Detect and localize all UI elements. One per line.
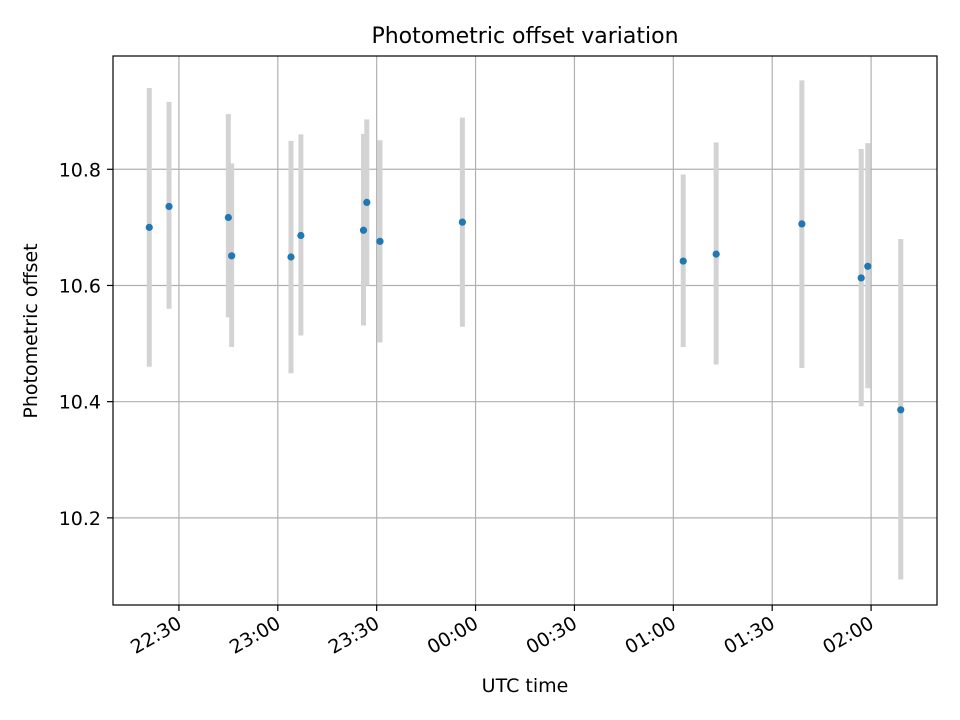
data-points — [145, 198, 905, 414]
data-point — [228, 252, 236, 260]
data-point — [857, 274, 865, 282]
data-point — [679, 257, 687, 265]
data-point — [798, 220, 806, 228]
axes-frame — [112, 55, 938, 606]
y-tick-label: 10.8 — [59, 159, 101, 181]
y-tick-label: 10.6 — [59, 275, 101, 297]
x-axis-label: UTC time — [482, 675, 569, 697]
y-tick-label: 10.2 — [59, 508, 101, 530]
data-point — [224, 213, 232, 222]
data-point — [297, 231, 305, 240]
y-axis-ticks: 10.2 10.4 10.6 10.8 — [59, 159, 113, 530]
data-point — [864, 262, 872, 270]
data-point — [458, 218, 466, 226]
data-point — [287, 253, 295, 261]
data-point — [376, 237, 384, 245]
data-point — [165, 202, 173, 211]
data-point — [712, 250, 720, 258]
data-point — [145, 223, 153, 231]
grid — [113, 56, 937, 605]
chart-title: Photometric offset variation — [371, 24, 678, 49]
y-axis-label: Photometric offset — [20, 243, 42, 418]
y-tick-label: 10.4 — [59, 392, 101, 414]
data-point — [897, 406, 905, 414]
data-point — [363, 198, 371, 206]
data-point — [359, 226, 368, 234]
